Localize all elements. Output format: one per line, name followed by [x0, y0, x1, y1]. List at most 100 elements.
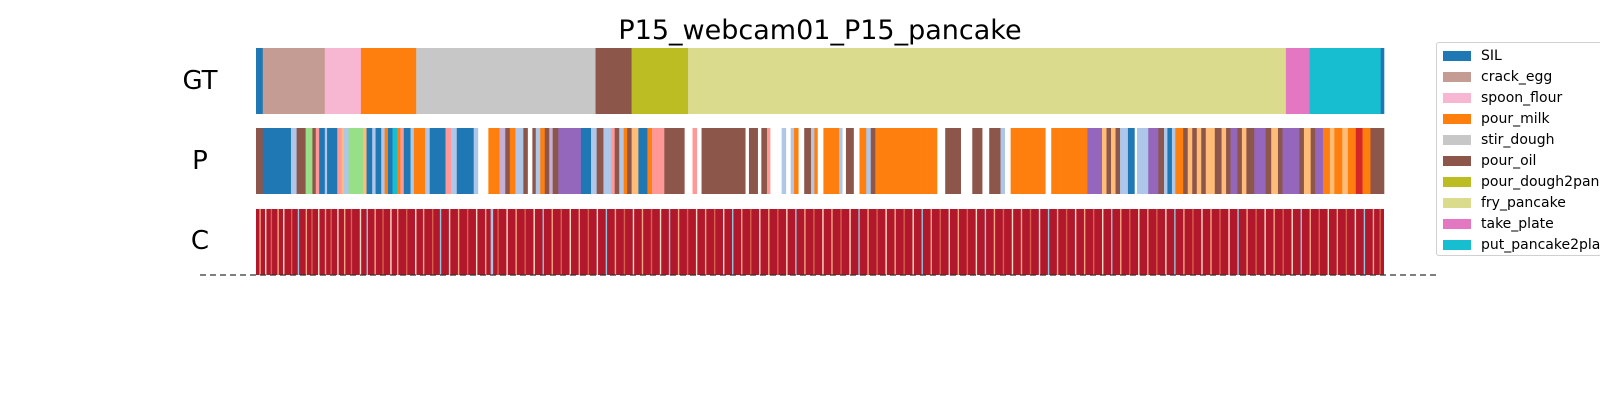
- p-segment-41: [523, 128, 529, 194]
- p-segment-84: [817, 128, 824, 194]
- p-segment-97: [903, 128, 913, 194]
- c-stripe-65: [786, 209, 788, 275]
- legend-item: pour_milk: [1437, 111, 1550, 127]
- legend-label: take_plate: [1481, 216, 1554, 232]
- p-segment-114: [1059, 128, 1075, 194]
- c-stripe-93: [1038, 209, 1041, 275]
- p-segment-70: [745, 128, 750, 194]
- c-stripe-61: [750, 209, 752, 275]
- p-segment-21: [392, 128, 398, 194]
- c-stripe-119: [1273, 209, 1275, 275]
- legend-item: take_plate: [1437, 216, 1554, 232]
- c-stripe-26: [448, 209, 451, 275]
- p-segment-8: [324, 128, 328, 194]
- p-segment-49: [558, 128, 582, 194]
- c-row: [256, 209, 1384, 275]
- gt-row: [256, 48, 1385, 114]
- c-stripe-113: [1219, 209, 1221, 275]
- c-stripe-20: [397, 209, 399, 275]
- p-segment-1: [262, 128, 292, 194]
- legend-label: stir_dough: [1481, 132, 1555, 148]
- p-segment-3: [296, 128, 306, 194]
- c-stripe-67: [804, 209, 806, 275]
- p-segment-74: [766, 128, 771, 194]
- gt-segment-0: [256, 48, 264, 114]
- p-segment-91: [859, 128, 867, 194]
- p-segment-64: [684, 128, 693, 194]
- c-stripe-54: [686, 209, 689, 275]
- p-segment-54: [611, 128, 616, 194]
- legend-swatch: [1443, 51, 1471, 61]
- c-stripe-92: [1029, 209, 1032, 275]
- gt-segment-10: [1380, 48, 1385, 114]
- p-segment-85: [823, 128, 831, 194]
- c-stripe-120: [1282, 209, 1284, 275]
- p-segment-32: [456, 128, 475, 194]
- p-segment-125: [1148, 128, 1159, 194]
- gt-segment-7: [688, 48, 1287, 114]
- p-segment-133: [1192, 128, 1198, 194]
- p-segment-135: [1201, 128, 1207, 194]
- c-stripe-63: [768, 209, 770, 275]
- c-stripe-84: [957, 209, 960, 275]
- c-stripe-96: [1065, 209, 1068, 275]
- chart-title: P15_webcam01_P15_pancake: [618, 15, 1021, 46]
- p-segment-103: [945, 128, 962, 194]
- p-segment-51: [591, 128, 597, 194]
- p-segment-129: [1171, 128, 1176, 194]
- c-stripe-48: [632, 209, 635, 275]
- c-stripe-31: [490, 209, 493, 275]
- c-stripe-81: [930, 209, 932, 275]
- p-segment-11: [341, 128, 345, 194]
- c-stripe-77: [894, 209, 896, 275]
- c-stripe-115: [1237, 209, 1239, 275]
- c-stripe-85: [966, 209, 969, 275]
- p-segment-52: [596, 128, 604, 194]
- p-segment-28: [425, 128, 431, 194]
- c-stripe-111: [1201, 209, 1203, 275]
- c-stripe-41: [569, 209, 571, 275]
- p-segment-154: [1329, 128, 1335, 194]
- c-stripe-39: [551, 209, 553, 275]
- p-segment-47: [549, 128, 553, 194]
- c-stripe-5: [290, 209, 293, 275]
- c-stripe-42: [578, 209, 581, 275]
- legend-label: pour_milk: [1481, 111, 1550, 127]
- p-segment-77: [786, 128, 791, 194]
- p-segment-29: [429, 128, 446, 194]
- c-stripe-105: [1147, 209, 1149, 275]
- p-segment-26: [413, 128, 421, 194]
- legend: SIL crack_egg spoon_flour pour_milk stir_dou…: [1436, 42, 1600, 256]
- p-segment-59: [631, 128, 639, 194]
- p-segment-31: [451, 128, 458, 194]
- p-segment-69: [727, 128, 746, 194]
- p-segment-118: [1106, 128, 1112, 194]
- p-segment-134: [1196, 128, 1202, 194]
- p-segment-56: [619, 128, 625, 194]
- c-stripe-117: [1255, 209, 1257, 275]
- c-base: [256, 209, 1384, 275]
- c-stripe-22: [415, 209, 417, 275]
- p-segment-68: [712, 128, 728, 194]
- legend-swatch: [1443, 198, 1471, 208]
- gt-segment-2: [324, 48, 362, 114]
- gt-segment-4: [416, 48, 596, 114]
- c-stripe-97: [1074, 209, 1077, 275]
- p-segment-145: [1265, 128, 1272, 194]
- p-segment-110: [1010, 128, 1027, 194]
- p-segment-14: [363, 128, 367, 194]
- c-stripe-103: [1129, 209, 1131, 275]
- p-segment-12: [343, 128, 349, 194]
- p-segment-143: [1246, 128, 1255, 194]
- p-segment-78: [790, 128, 795, 194]
- c-stripe-98: [1083, 209, 1086, 275]
- c-stripe-3: [277, 209, 279, 275]
- c-stripe-72: [849, 209, 851, 275]
- p-segment-120: [1115, 128, 1121, 194]
- p-segment-82: [810, 128, 815, 194]
- p-segment-101: [930, 128, 938, 194]
- p-segment-149: [1299, 128, 1305, 194]
- c-stripe-57: [713, 209, 716, 275]
- p-segment-20: [387, 128, 393, 194]
